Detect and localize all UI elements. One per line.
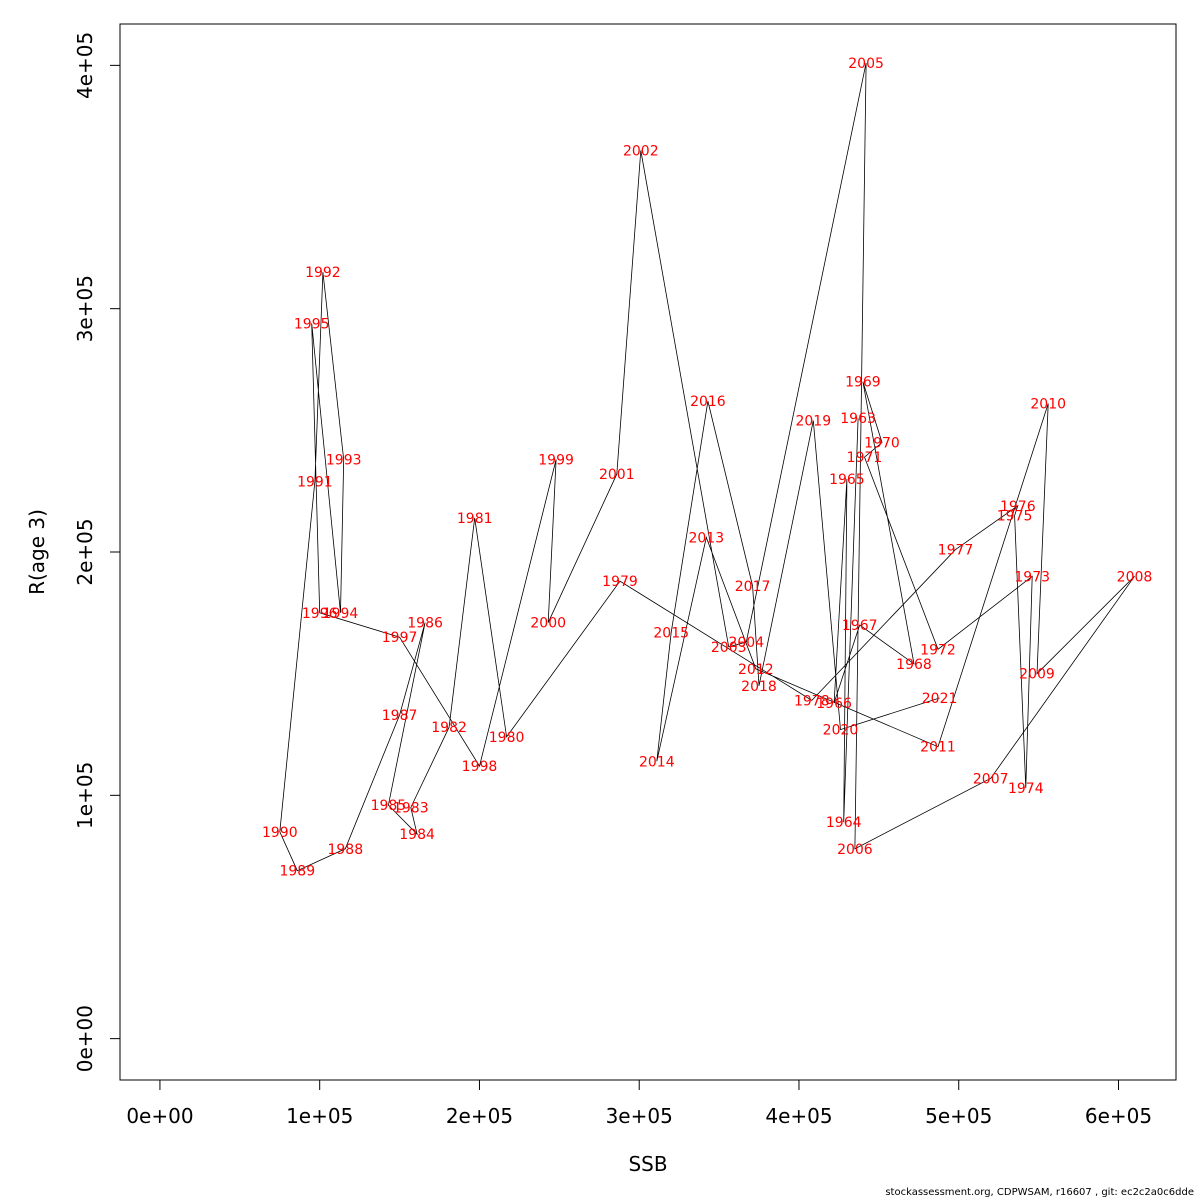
year-label-1967: 1967 bbox=[842, 618, 878, 634]
y-axis-label: R(age 3) bbox=[25, 509, 49, 595]
year-label-1979: 1979 bbox=[602, 574, 638, 590]
year-label-1997: 1997 bbox=[382, 630, 418, 646]
year-label-1998: 1998 bbox=[462, 759, 498, 775]
year-label-2021: 2021 bbox=[922, 691, 958, 707]
year-label-2012: 2012 bbox=[738, 662, 774, 678]
year-label-1987: 1987 bbox=[382, 708, 418, 724]
year-label-1984: 1984 bbox=[399, 827, 435, 843]
year-label-2004: 2004 bbox=[728, 635, 764, 651]
year-label-1972: 1972 bbox=[920, 642, 956, 658]
year-label-1980: 1980 bbox=[489, 730, 525, 746]
x-axis: 0e+00 1e+05 2e+05 3e+05 4e+05 5e+05 6e+05 bbox=[126, 1079, 1152, 1128]
year-label-1963: 1963 bbox=[840, 411, 876, 427]
year-label-2016: 2016 bbox=[690, 394, 726, 410]
x-tick-label: 2e+05 bbox=[446, 1104, 513, 1128]
y-tick-label: 0e+00 bbox=[73, 1005, 97, 1072]
year-label-1975: 1975 bbox=[997, 509, 1033, 525]
year-label-2019: 2019 bbox=[795, 414, 831, 430]
year-label-2013: 2013 bbox=[688, 530, 724, 546]
year-label-1982: 1982 bbox=[431, 720, 467, 736]
year-label-1991: 1991 bbox=[297, 474, 333, 490]
year-label-1988: 1988 bbox=[327, 842, 363, 858]
year-label-2008: 2008 bbox=[1117, 569, 1153, 585]
year-label-1999: 1999 bbox=[538, 453, 574, 469]
year-label-2002: 2002 bbox=[623, 144, 659, 160]
year-label-1977: 1977 bbox=[938, 543, 974, 559]
year-label-1973: 1973 bbox=[1014, 569, 1050, 585]
x-axis-label: SSB bbox=[628, 1152, 667, 1176]
x-tick-label: 3e+05 bbox=[606, 1104, 673, 1128]
year-label-1992: 1992 bbox=[305, 265, 341, 281]
year-label-2020: 2020 bbox=[823, 723, 859, 739]
x-tick-label: 1e+05 bbox=[286, 1104, 353, 1128]
year-label-2011: 2011 bbox=[920, 740, 956, 756]
year-label-2001: 2001 bbox=[599, 467, 635, 483]
year-label-2015: 2015 bbox=[653, 625, 689, 641]
year-label-1990: 1990 bbox=[262, 825, 298, 841]
year-label-1995: 1995 bbox=[294, 316, 330, 332]
plot-frame bbox=[119, 23, 1177, 1081]
y-axis: 0e+00 1e+05 2e+05 3e+05 4e+05 bbox=[73, 32, 121, 1072]
year-label-1981: 1981 bbox=[457, 511, 493, 527]
year-label-1983: 1983 bbox=[393, 801, 429, 817]
y-tick-label: 3e+05 bbox=[73, 275, 97, 342]
year-label-2005: 2005 bbox=[848, 56, 884, 72]
year-label-2018: 2018 bbox=[741, 679, 777, 695]
x-tick-label: 6e+05 bbox=[1085, 1104, 1152, 1128]
year-label-2010: 2010 bbox=[1030, 397, 1066, 413]
y-tick-label: 4e+05 bbox=[73, 32, 97, 99]
year-label-1966: 1966 bbox=[816, 696, 852, 712]
year-label-2006: 2006 bbox=[837, 842, 873, 858]
footer-credit: stockassessment.org, CDPWSAM, r16607 , g… bbox=[885, 1187, 1194, 1198]
year-label-2014: 2014 bbox=[639, 754, 675, 770]
year-label-1964: 1964 bbox=[826, 815, 862, 831]
y-tick-label: 1e+05 bbox=[73, 762, 97, 829]
year-label-1994: 1994 bbox=[323, 606, 359, 622]
x-tick-label: 5e+05 bbox=[925, 1104, 992, 1128]
year-label-1969: 1969 bbox=[845, 375, 881, 391]
year-label-1993: 1993 bbox=[326, 453, 362, 469]
year-label-1970: 1970 bbox=[864, 436, 900, 452]
y-tick-label: 2e+05 bbox=[73, 518, 97, 585]
year-label-1989: 1989 bbox=[279, 864, 315, 880]
year-label-1985: 1985 bbox=[371, 798, 407, 814]
sr-trajectory-line bbox=[279, 62, 1135, 872]
x-tick-label: 4e+05 bbox=[765, 1104, 832, 1128]
x-tick-label: 0e+00 bbox=[126, 1104, 193, 1128]
year-label-1974: 1974 bbox=[1008, 781, 1044, 797]
year-label-1996: 1996 bbox=[302, 606, 338, 622]
year-label-2009: 2009 bbox=[1019, 667, 1055, 683]
year-label-1971: 1971 bbox=[847, 450, 883, 466]
year-label-1968: 1968 bbox=[896, 657, 932, 673]
year-label-2007: 2007 bbox=[973, 771, 1009, 787]
year-label-1965: 1965 bbox=[829, 472, 865, 488]
year-label-1986: 1986 bbox=[407, 616, 443, 632]
year-label-2017: 2017 bbox=[735, 579, 771, 595]
year-label-1978: 1978 bbox=[794, 693, 830, 709]
year-label-1976: 1976 bbox=[1000, 499, 1036, 515]
year-label-2003: 2003 bbox=[711, 640, 747, 656]
year-label-2000: 2000 bbox=[530, 616, 566, 632]
